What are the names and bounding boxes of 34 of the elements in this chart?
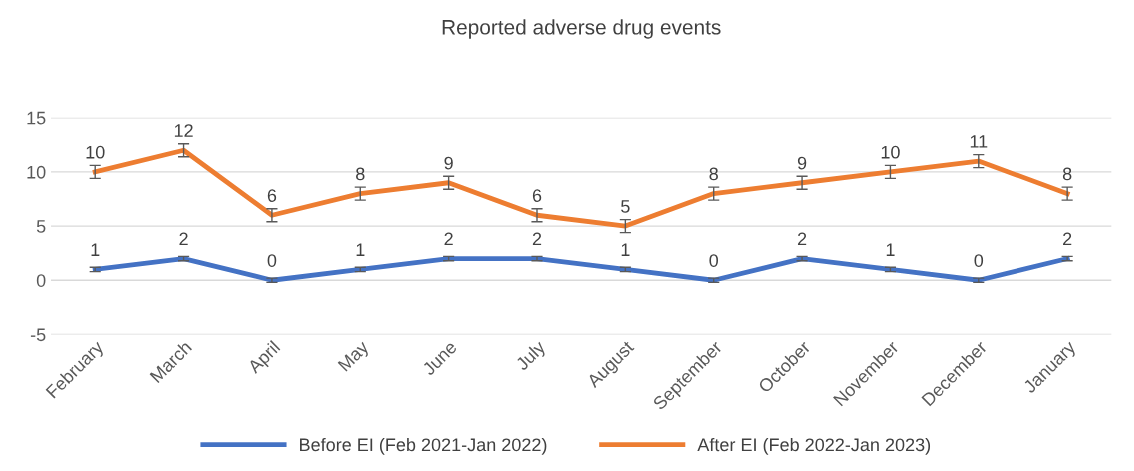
data-label: 12 bbox=[174, 124, 193, 137]
data-label: 8 bbox=[1062, 167, 1072, 181]
data-label: 2 bbox=[797, 232, 807, 246]
x-tick-label: July bbox=[514, 339, 549, 374]
data-label: 8 bbox=[356, 167, 365, 181]
y-tick-label: 5 bbox=[36, 220, 46, 233]
data-label: 1 bbox=[886, 243, 895, 256]
data-label: 2 bbox=[179, 232, 188, 246]
data-label: 0 bbox=[709, 254, 719, 267]
data-label: 2 bbox=[444, 232, 453, 246]
data-label: 6 bbox=[267, 189, 277, 202]
legend-label: After EI (Feb 2022-Jan 2023) bbox=[697, 437, 931, 455]
data-label: 10 bbox=[881, 145, 900, 159]
data-label: 6 bbox=[532, 189, 542, 202]
y-tick-label: -5 bbox=[30, 328, 46, 342]
data-label: 2 bbox=[1063, 232, 1072, 246]
y-tick-label: 0 bbox=[36, 274, 46, 287]
data-label: 2 bbox=[532, 232, 542, 246]
data-label: 8 bbox=[709, 167, 718, 181]
data-label: 0 bbox=[974, 254, 984, 267]
y-tick-label: 15 bbox=[27, 111, 46, 125]
data-label: 10 bbox=[86, 145, 105, 159]
data-label: 11 bbox=[970, 135, 988, 148]
data-label: 1 bbox=[91, 243, 100, 256]
data-label: 1 bbox=[356, 243, 365, 256]
data-label: 1 bbox=[621, 243, 630, 256]
data-label: 0 bbox=[267, 254, 277, 267]
data-label: 9 bbox=[444, 156, 453, 170]
data-label: 5 bbox=[621, 200, 630, 213]
x-tick-label: May bbox=[337, 339, 373, 375]
y-tick-label: 10 bbox=[27, 165, 46, 179]
chart-title: Reported adverse drug events bbox=[442, 19, 721, 39]
data-label: 9 bbox=[797, 156, 807, 170]
legend-label: Before EI (Feb 2021-Jan 2022) bbox=[300, 437, 547, 455]
